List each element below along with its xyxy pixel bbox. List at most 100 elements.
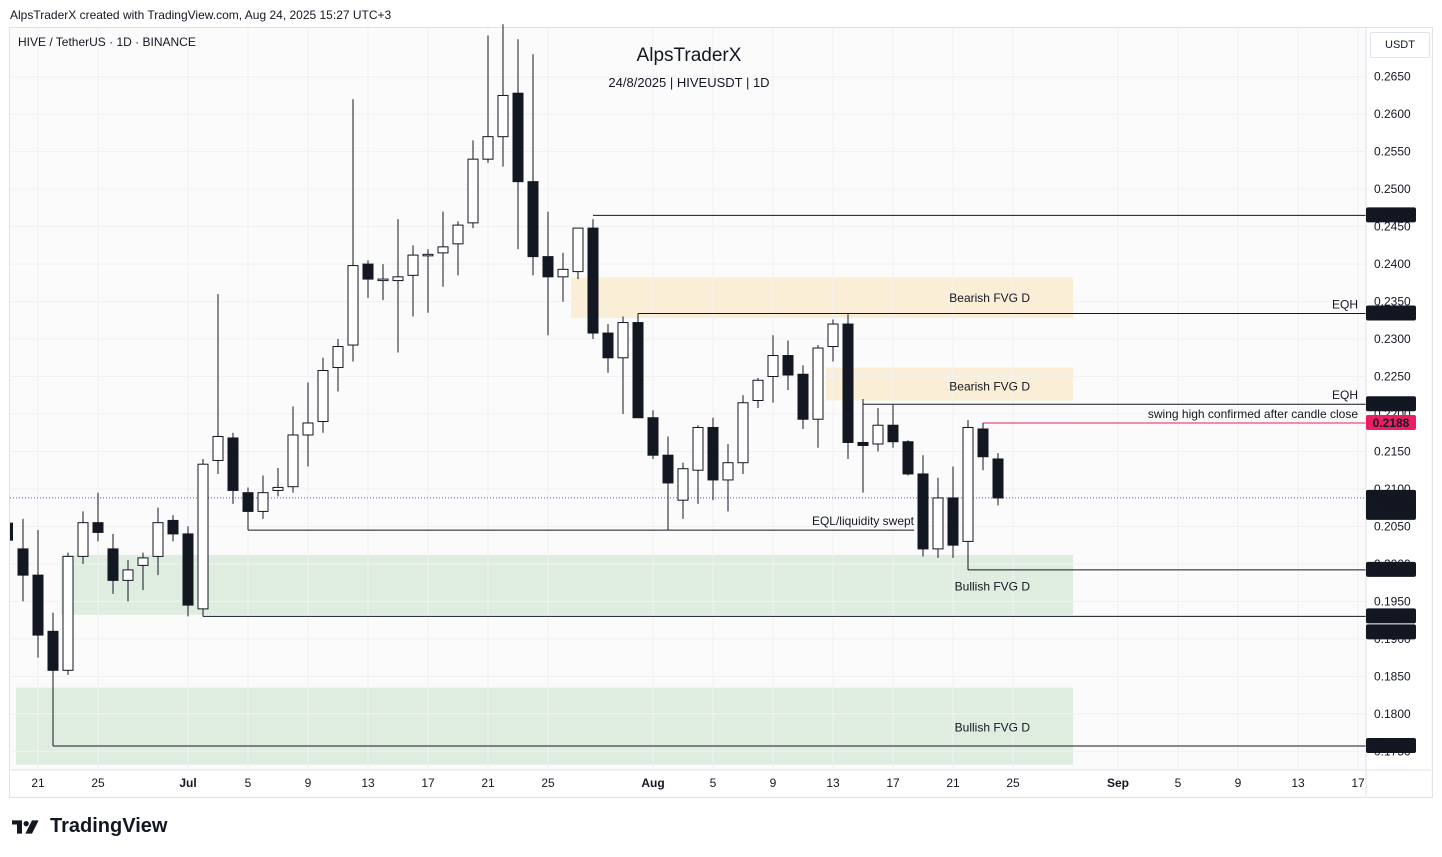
candle[interactable] [182,526,194,617]
price-tag[interactable] [1366,561,1416,577]
candle[interactable] [722,443,734,512]
price-tag[interactable] [1366,608,1416,624]
candle[interactable] [587,219,599,340]
tradingview-footer[interactable]: TradingView [12,815,167,838]
time-tick-label: 13 [361,776,375,790]
candle[interactable] [782,340,794,391]
candle[interactable] [767,335,779,403]
candles [17,24,1004,692]
candle[interactable] [257,475,269,519]
candle[interactable] [47,612,59,692]
candle[interactable] [557,252,569,302]
candle[interactable] [347,99,359,362]
candle-body-up [347,265,359,346]
time-tick-label: 25 [91,776,105,790]
currency-button[interactable]: USDT [1370,32,1430,58]
price-tag[interactable] [1366,207,1416,223]
candle[interactable] [362,260,374,298]
candle[interactable] [797,365,809,429]
candle[interactable] [992,452,1004,506]
candle[interactable] [962,419,974,570]
candle[interactable] [917,455,929,557]
candle[interactable] [392,219,404,353]
candle[interactable] [662,436,674,501]
price-tag[interactable] [1366,738,1416,754]
candle[interactable] [227,432,239,504]
candle-body-up [812,347,824,420]
price-tag[interactable] [1366,414,1416,430]
candle[interactable] [137,552,149,591]
candle[interactable] [512,39,524,250]
candle[interactable] [812,345,824,448]
price-tag[interactable] [1366,396,1416,412]
candle[interactable] [977,422,989,471]
candle-body-down [242,492,254,512]
candle[interactable] [497,24,509,167]
candle-body-down [92,522,104,533]
candle-body-down [182,533,194,606]
time-tick-label: 17 [1351,776,1365,790]
candle[interactable] [377,264,389,301]
candle[interactable] [167,515,179,542]
candle[interactable] [902,440,914,476]
candle[interactable] [122,560,134,602]
candle[interactable] [407,245,419,317]
candle[interactable] [842,314,854,459]
candle[interactable] [887,404,899,448]
candle-body-down [647,417,659,456]
candle[interactable] [932,477,944,558]
candle[interactable] [77,511,89,564]
time-tick-label: 21 [946,776,960,790]
candle-body-up [767,355,779,378]
candle[interactable] [482,35,494,163]
candle[interactable] [422,249,434,313]
candle[interactable] [572,227,584,280]
candle[interactable] [752,378,764,408]
candle[interactable] [857,399,869,493]
candle[interactable] [62,552,74,675]
price-tag[interactable] [1366,305,1416,321]
candle-body-up [332,346,344,369]
candle[interactable] [677,462,689,519]
candle[interactable] [317,357,329,433]
candle[interactable] [92,492,104,542]
candle[interactable] [632,320,644,419]
time-tick-label: 9 [1235,776,1242,790]
candle[interactable] [212,294,224,474]
candle[interactable] [542,211,554,336]
candle[interactable] [272,467,284,497]
candle[interactable] [332,339,344,392]
candle[interactable] [242,487,254,527]
candle[interactable] [467,140,479,229]
candle-body-down [992,458,1004,499]
fvg-zone [16,687,1073,765]
candle[interactable] [872,407,884,452]
candle[interactable] [737,395,749,474]
candle-body-up [497,94,509,138]
candle[interactable] [302,382,314,467]
price-tick-label: 0.1850 [1374,669,1411,683]
price-tag[interactable] [1366,624,1416,640]
candle[interactable] [602,324,614,373]
candle[interactable] [527,54,539,276]
candle[interactable] [827,319,839,362]
candle-body-up [932,497,944,550]
candle[interactable] [197,458,209,617]
candle[interactable] [707,417,719,501]
candle-body-up [287,434,299,488]
candle[interactable] [692,425,704,504]
candle-body-up [122,569,134,581]
candle[interactable] [152,507,164,576]
candle[interactable] [947,466,959,558]
candle[interactable] [452,221,464,276]
price-tag[interactable] [1366,489,1416,520]
candle[interactable] [17,518,29,602]
candle[interactable] [107,533,119,594]
candle[interactable] [647,410,659,459]
candle[interactable] [32,530,44,658]
candle[interactable] [617,316,629,414]
chart-frame[interactable] [9,27,1433,798]
candle[interactable] [437,211,449,287]
candle[interactable] [287,406,299,493]
